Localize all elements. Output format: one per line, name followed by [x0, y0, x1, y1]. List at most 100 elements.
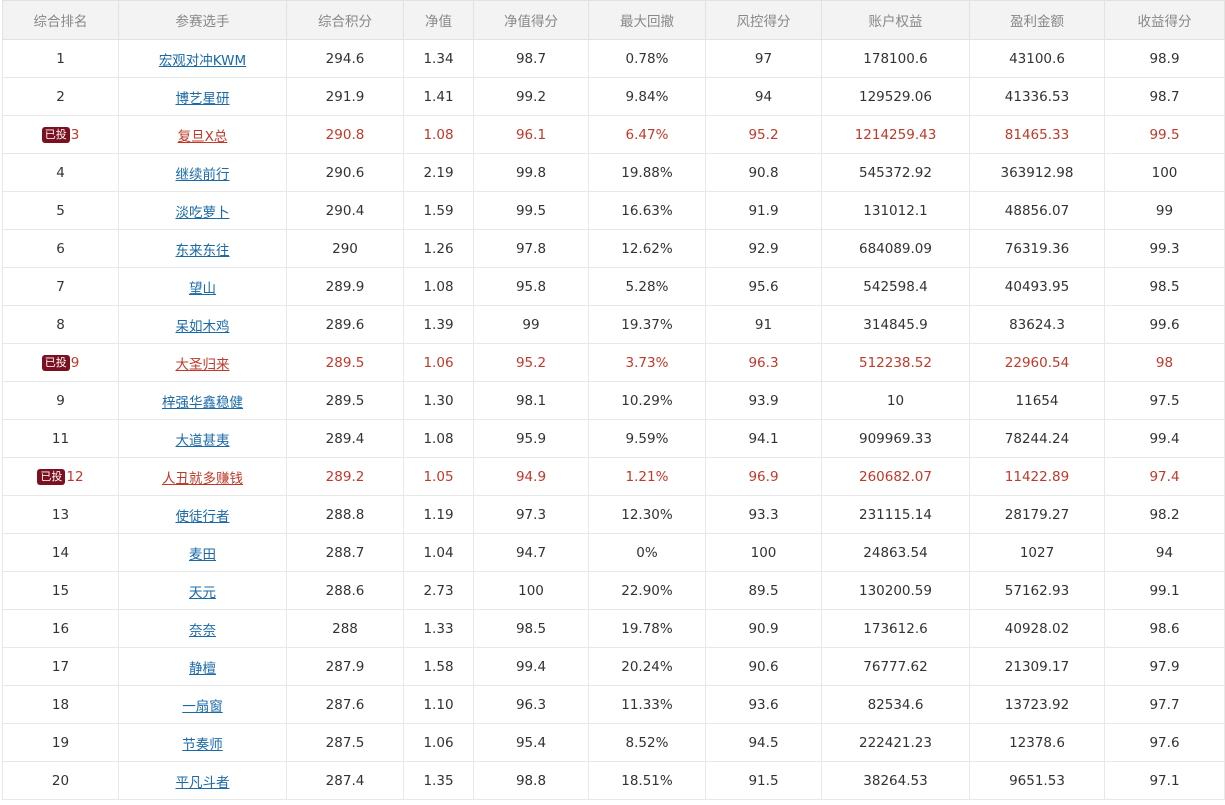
player-link[interactable]: 使徒行者 [175, 508, 230, 525]
rank-cell: 14 [2, 533, 119, 572]
table-row: 已投 3 复旦X总 290.8 1.08 96.1 6.47% 95.2 1214259.43 8… [2, 115, 1225, 154]
player-link[interactable]: 麦田 [189, 546, 216, 563]
rank-value: 9 [70, 354, 80, 371]
player-cell: 麦田 [118, 533, 287, 572]
rank-cell: 15 [2, 571, 119, 610]
player-link[interactable]: 博艺星研 [175, 90, 230, 107]
rank-cell: 11 [2, 419, 119, 458]
header-risk-score[interactable]: 风控得分 [705, 0, 822, 40]
player-cell: 奈奈 [118, 609, 287, 648]
header-player[interactable]: 参赛选手 [118, 0, 287, 40]
rank-cell: 19 [2, 723, 119, 762]
table-row: 2 博艺星研 291.9 1.41 99.2 9.84% 94 129529.06 41336.… [2, 77, 1225, 116]
score-cell: 289.5 [286, 343, 404, 382]
score-cell: 289.2 [286, 457, 404, 496]
score-cell: 287.9 [286, 647, 404, 686]
score-cell: 294.6 [286, 39, 404, 78]
rank-value: 1 [56, 50, 65, 67]
header-max-drawdown[interactable]: 最大回撤 [588, 0, 706, 40]
player-link[interactable]: 呆如木鸡 [175, 318, 230, 335]
player-link[interactable]: 淡吃萝卜 [175, 204, 230, 221]
rank-cell: 1 [2, 39, 119, 78]
rank-cell: 16 [2, 609, 119, 648]
table-row: 8 呆如木鸡 289.6 1.39 99 19.37% 91 314845.9 83624.3 9… [2, 305, 1225, 344]
return-score-cell: 97.7 [1104, 685, 1225, 724]
equity-cell: 131012.1 [821, 191, 970, 230]
rank-cell: 20 [2, 761, 119, 800]
player-cell: 博艺星研 [118, 77, 287, 116]
player-link[interactable]: 望山 [189, 280, 216, 297]
profit-cell: 9651.53 [969, 761, 1105, 800]
header-rank[interactable]: 综合排名 [2, 0, 119, 40]
header-score[interactable]: 综合积分 [286, 0, 404, 40]
table-row: 19 节奏师 287.5 1.06 95.4 8.52% 94.5 222421.23 1237… [2, 723, 1225, 762]
player-link[interactable]: 天元 [189, 584, 216, 601]
score-cell: 288.8 [286, 495, 404, 534]
rank-cell: 13 [2, 495, 119, 534]
nav-score-cell: 100 [473, 571, 589, 610]
player-link[interactable]: 人丑就多赚钱 [162, 470, 243, 487]
equity-cell: 222421.23 [821, 723, 970, 762]
rank-cell: 18 [2, 685, 119, 724]
max-drawdown-cell: 22.90% [588, 571, 706, 610]
table-row: 13 使徒行者 288.8 1.19 97.3 12.30% 93.3 231115.14 28… [2, 495, 1225, 534]
header-nav-score[interactable]: 净值得分 [473, 0, 589, 40]
nav-score-cell: 95.9 [473, 419, 589, 458]
player-link[interactable]: 继续前行 [175, 166, 230, 183]
equity-cell: 260682.07 [821, 457, 970, 496]
max-drawdown-cell: 18.51% [588, 761, 706, 800]
profit-cell: 363912.98 [969, 153, 1105, 192]
nav-cell: 1.05 [403, 457, 474, 496]
score-cell: 288.7 [286, 533, 404, 572]
player-cell: 使徒行者 [118, 495, 287, 534]
nav-cell: 1.59 [403, 191, 474, 230]
risk-score-cell: 91.5 [705, 761, 822, 800]
risk-score-cell: 94.5 [705, 723, 822, 762]
player-link[interactable]: 东来东往 [175, 242, 230, 259]
player-link[interactable]: 梓强华鑫稳健 [162, 394, 243, 411]
player-link[interactable]: 奈奈 [189, 622, 216, 639]
equity-cell: 314845.9 [821, 305, 970, 344]
nav-score-cell: 97.8 [473, 229, 589, 268]
risk-score-cell: 96.3 [705, 343, 822, 382]
score-cell: 289.5 [286, 381, 404, 420]
profit-cell: 11422.89 [969, 457, 1105, 496]
return-score-cell: 97.1 [1104, 761, 1225, 800]
player-link[interactable]: 大道甚夷 [175, 432, 230, 449]
profit-cell: 12378.6 [969, 723, 1105, 762]
player-link[interactable]: 平凡斗者 [175, 774, 230, 791]
risk-score-cell: 91.9 [705, 191, 822, 230]
equity-cell: 545372.92 [821, 153, 970, 192]
max-drawdown-cell: 6.47% [588, 115, 706, 154]
risk-score-cell: 92.9 [705, 229, 822, 268]
score-cell: 290.6 [286, 153, 404, 192]
nav-score-cell: 98.7 [473, 39, 589, 78]
header-profit[interactable]: 盈利金额 [969, 0, 1105, 40]
max-drawdown-cell: 11.33% [588, 685, 706, 724]
player-link[interactable]: 一扇窗 [182, 698, 223, 715]
header-return-score[interactable]: 收益得分 [1104, 0, 1225, 40]
player-cell: 静檀 [118, 647, 287, 686]
table-row: 11 大道甚夷 289.4 1.08 95.9 9.59% 94.1 909969.33 782… [2, 419, 1225, 458]
score-cell: 288.6 [286, 571, 404, 610]
invested-badge: 已投 [37, 468, 66, 485]
player-link[interactable]: 宏观对冲KWM [158, 52, 247, 69]
header-equity[interactable]: 账户权益 [821, 0, 970, 40]
rank-value: 4 [56, 164, 65, 181]
player-link[interactable]: 静檀 [189, 660, 216, 677]
player-link[interactable]: 大圣归来 [175, 356, 230, 373]
score-cell: 290.4 [286, 191, 404, 230]
player-link[interactable]: 节奏师 [182, 736, 223, 753]
equity-cell: 129529.06 [821, 77, 970, 116]
player-link[interactable]: 复旦X总 [177, 128, 228, 145]
equity-cell: 684089.09 [821, 229, 970, 268]
nav-cell: 1.33 [403, 609, 474, 648]
nav-cell: 1.41 [403, 77, 474, 116]
rank-value: 15 [51, 582, 70, 599]
equity-cell: 82534.6 [821, 685, 970, 724]
return-score-cell: 98.7 [1104, 77, 1225, 116]
table-row: 18 一扇窗 287.6 1.10 96.3 11.33% 93.6 82534.6 13723… [2, 685, 1225, 724]
player-cell: 大道甚夷 [118, 419, 287, 458]
table-row: 16 奈奈 288 1.33 98.5 19.78% 90.9 173612.6 40928.0… [2, 609, 1225, 648]
header-nav[interactable]: 净值 [403, 0, 474, 40]
